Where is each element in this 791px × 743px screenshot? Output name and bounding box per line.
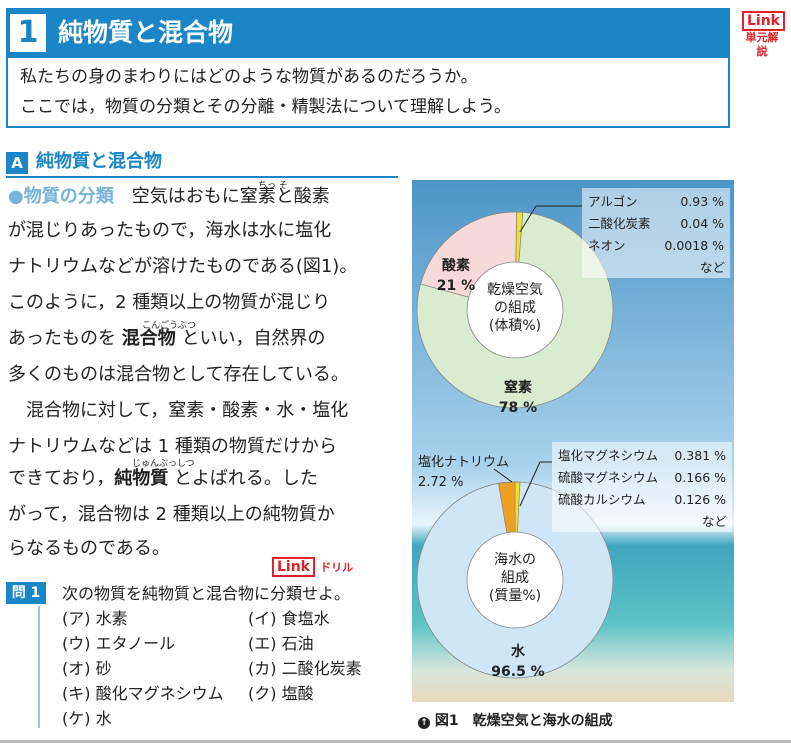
drill-link-sub: ドリル [320, 561, 354, 574]
slice-label-value: 21 % [437, 278, 475, 294]
drill-link[interactable]: Link ドリル [272, 556, 353, 577]
slice-label-name: 水 [511, 643, 526, 660]
figure-caption: ↑ 図1 乾燥空気と海水の組成 [418, 710, 613, 730]
minor-box [582, 188, 730, 278]
page-bottom-rule [0, 740, 791, 743]
question-row: (キ) 酸化マグネシウム (ク) 塩酸 [62, 684, 314, 703]
minor-name: ネオン [588, 238, 626, 253]
body-line-8: ナトリウムなどは 1 種類の物質だけから [8, 436, 337, 457]
leader-line [493, 468, 513, 483]
slice-label-name: 塩化ナトリウム [418, 455, 509, 470]
body-line-2: が混じりあったもので，海水は水に塩化 [8, 220, 332, 241]
minor-value: 0.04 % [680, 216, 724, 231]
center-label: の組成 [494, 300, 536, 316]
center-label: (体積%) [489, 318, 541, 334]
minor-name: 硫酸マグネシウム [558, 470, 658, 485]
minor-box [552, 442, 732, 532]
ruby-junbusshitsu: じゅんぶっしつ [132, 459, 195, 469]
intro-line-1: 私たちの身のまわりにはどのような物質があるのだろうか。 [20, 67, 478, 87]
center-label: 組成 [501, 570, 529, 586]
term-mixture: 混合物 [121, 328, 176, 349]
body-line-4: このように，2 種類以上の物質が混じり [8, 292, 331, 313]
minor-name: 硫酸カルシウム [558, 492, 646, 507]
leader-line [519, 205, 537, 233]
body-line-1: ●物質の分類 空気はおもに窒素と酸素 [8, 186, 330, 207]
question-badge: 問 1 [6, 582, 46, 604]
center-label: 海水の [494, 552, 536, 568]
minor-value: 0.126 % [674, 492, 726, 507]
center-label: (質量%) [489, 588, 541, 604]
minor-value: 0.381 % [674, 448, 726, 463]
section-a-badge: A [6, 152, 28, 174]
drill-link-badge[interactable]: Link [272, 557, 315, 577]
slice-label-value: 96.5 % [491, 664, 544, 680]
question-items: (ア) 水素 (イ) 食塩水 (ウ) エタノール (エ) 石油 (オ) 砂 (カ) 二… [62, 606, 362, 731]
section-a-title: 純物質と混合物 [36, 151, 162, 172]
body-line-6: 多くのものは混合物として存在している。 [8, 364, 349, 385]
donut-hole [466, 531, 564, 629]
question-row: (ケ) 水 [62, 709, 112, 728]
question-text: 次の物質を純物質と混合物に分類せよ。 [62, 584, 351, 603]
slice-label-name: 酸素 [442, 257, 470, 274]
body-line-5: あったものを 混合物 といい，自然界の [8, 328, 326, 349]
minor-value: 0.93 % [680, 194, 724, 209]
question-row: (ア) 水素 (イ) 食塩水 [62, 609, 330, 628]
slice-label-value: 2.72 % [418, 475, 463, 490]
slice-label-name: 窒素 [504, 379, 532, 396]
question-row: (ウ) エタノール (エ) 石油 [62, 634, 314, 653]
minor-suffix: など [702, 514, 728, 529]
section-header-bar [6, 8, 730, 58]
minor-name: アルゴン [588, 194, 638, 209]
up-arrow-icon: ↑ [418, 717, 430, 729]
minor-name: 塩化マグネシウム [558, 448, 658, 463]
section-title: 純物質と混合物 [58, 18, 234, 47]
donut-hole [466, 261, 564, 359]
question-side-rule [38, 606, 40, 728]
unit-explanation-link[interactable]: Link 単元解説 [742, 10, 785, 59]
topic-heading: ●物質の分類 [8, 186, 114, 207]
minor-suffix: など [700, 260, 726, 275]
figure-composition: 乾燥空気の組成 (体積%) 窒素 78 % 酸素 21 % 海水の組成 (質量%) 水 96.5… [412, 180, 734, 702]
ruby-chisso: ちっ そ [258, 181, 288, 191]
body-line-11: らなるものである。 [8, 538, 170, 559]
link-badge[interactable]: Link [742, 11, 785, 31]
body-line-9: できており，純物質 とよばれる。した [8, 468, 318, 489]
body-line-3: ナトリウムなどが溶けたものである(図1)。 [8, 256, 358, 277]
intro-line-2: ここでは，物質の分類とその分離・精製法について理解しよう。 [20, 97, 511, 117]
center-label: 乾燥空気 [487, 282, 543, 298]
minor-value: 0.0018 % [664, 238, 724, 253]
link-sub-label: 単元解説 [745, 31, 779, 58]
section-a-divider [6, 176, 398, 178]
minor-components: アルゴン 0.93 %二酸化炭素 0.04 %ネオン 0.0018 %など塩化マグネシ… [519, 188, 732, 532]
minor-value: 0.166 % [674, 470, 726, 485]
ruby-kongobutsu: こんごうぶつ [142, 321, 197, 331]
intro-box [6, 58, 730, 128]
term-pure-substance: 純物質 [114, 468, 169, 489]
question-row: (オ) 砂 (カ) 二酸化炭素 [62, 659, 362, 678]
body-line-7: 混合物に対して，窒素・酸素・水・塩化 [8, 400, 349, 421]
leader-line [519, 461, 541, 507]
minor-name: 二酸化炭素 [588, 216, 651, 231]
body-line-10: がって，混合物は 2 種類以上の純物質か [8, 504, 335, 525]
section-number: 1 [10, 14, 46, 52]
slice-label-value: 78 % [499, 400, 537, 416]
